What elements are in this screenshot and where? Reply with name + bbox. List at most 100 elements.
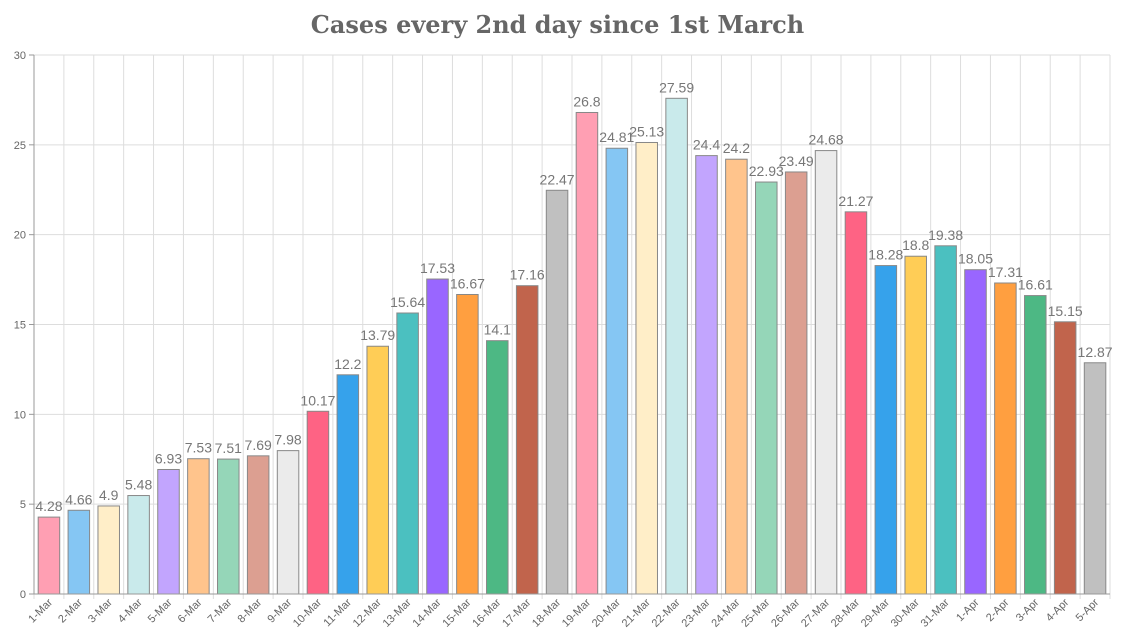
bar-24-Mar[interactable] xyxy=(725,158,748,595)
x-tick-label: 4-Apr xyxy=(1044,596,1072,624)
data-labels: 4.28 4.66 4.9 5.486.937.53 7.51 7.69 7.98 10.17… xyxy=(35,79,1112,514)
data-label: 7.98 xyxy=(274,432,301,448)
bar-12-Mar[interactable] xyxy=(366,345,389,595)
x-tick-label: 6-Mar xyxy=(176,596,205,625)
x-tick-label: 16-Mar xyxy=(470,596,503,629)
x-tick-label: 3-Mar xyxy=(86,596,115,625)
data-label: 6.93 xyxy=(155,450,182,466)
data-label: 17.53 xyxy=(420,260,455,276)
bar-31-Mar[interactable] xyxy=(934,245,957,595)
data-label: 16.67 xyxy=(450,275,485,291)
y-tick-label: 30 xyxy=(14,50,26,62)
x-tick-label: 29-Mar xyxy=(859,596,892,629)
x-tick-label: 26-Mar xyxy=(769,596,802,629)
bar-23-Mar[interactable] xyxy=(695,155,718,595)
x-tick-label: 5-Apr xyxy=(1074,596,1102,624)
data-label: 4.9 xyxy=(99,487,119,503)
bar-4-Mar[interactable] xyxy=(127,495,150,595)
x-tick-label: 4-Mar xyxy=(116,596,145,625)
bar-3-Apr[interactable] xyxy=(1024,295,1047,595)
bar-9-Mar[interactable] xyxy=(276,450,300,595)
bar-16-Mar[interactable] xyxy=(486,340,509,595)
data-label: 21.27 xyxy=(838,193,873,209)
bar-22-Mar[interactable] xyxy=(665,97,688,595)
x-tick-label: 3-Apr xyxy=(1014,596,1042,624)
chart-title: Cases every 2nd day since 1st March xyxy=(310,10,805,39)
bar-2-Mar[interactable] xyxy=(67,509,91,595)
data-label: 23.49 xyxy=(779,153,814,169)
y-tick-label: 20 xyxy=(14,230,26,242)
data-label: 24.68 xyxy=(809,132,844,148)
grid xyxy=(33,54,1111,599)
bar-1-Mar[interactable] xyxy=(37,516,61,595)
bar-29-Mar[interactable] xyxy=(874,265,898,595)
data-label: 4.66 xyxy=(65,491,92,507)
data-label: 18.8 xyxy=(902,237,929,253)
data-label: 22.47 xyxy=(540,171,575,187)
bar-8-Mar[interactable] xyxy=(246,455,270,595)
data-label: 4.28 xyxy=(35,498,62,514)
data-label: 24.81 xyxy=(599,129,634,145)
data-label: 24.4 xyxy=(693,137,720,153)
x-tick-label: 23-Mar xyxy=(679,596,712,629)
bar-14-Mar[interactable] xyxy=(426,278,449,595)
data-label: 7.53 xyxy=(185,440,212,456)
x-tick-label: 15-Mar xyxy=(440,596,473,629)
x-tick-label: 8-Mar xyxy=(235,596,264,625)
bar-11-Mar[interactable] xyxy=(336,374,360,595)
data-label: 16.61 xyxy=(1018,277,1053,293)
data-label: 12.87 xyxy=(1078,344,1113,360)
data-label: 13.79 xyxy=(360,327,395,343)
bar-18-Mar[interactable] xyxy=(545,189,569,595)
bar-1-Apr[interactable] xyxy=(964,269,987,595)
bar-5-Mar[interactable] xyxy=(157,468,180,595)
x-tick-label: 11-Mar xyxy=(321,596,354,629)
bar-26-Mar[interactable] xyxy=(784,171,808,595)
bar-7-Mar[interactable] xyxy=(217,458,240,595)
bar-3-Mar[interactable] xyxy=(97,505,120,595)
bar-15-Mar[interactable] xyxy=(456,293,479,595)
y-tick-label: 25 xyxy=(14,140,26,152)
data-label: 24.2 xyxy=(723,140,750,156)
x-tick-label: 19-Mar xyxy=(560,596,593,629)
x-tick-label: 1-Apr xyxy=(954,596,982,624)
x-tick-label: 12-Mar xyxy=(351,596,384,629)
bar-27-Mar[interactable] xyxy=(814,150,838,595)
bar-30-Mar[interactable] xyxy=(904,255,927,595)
x-tick-label: 27-Mar xyxy=(799,596,832,629)
x-tick-label: 18-Mar xyxy=(530,596,563,629)
data-label: 15.64 xyxy=(390,294,425,310)
bar-20-Mar[interactable] xyxy=(605,147,629,595)
bar-4-Apr[interactable] xyxy=(1053,321,1077,595)
bar-5-Apr[interactable] xyxy=(1083,362,1107,595)
data-label: 14.1 xyxy=(484,322,511,338)
data-label: 7.69 xyxy=(245,437,272,453)
x-tick-label: 2-Mar xyxy=(56,596,85,625)
data-label: 17.16 xyxy=(510,267,545,283)
x-tick-label: 2-Apr xyxy=(984,596,1012,624)
bar-2-Apr[interactable] xyxy=(994,282,1017,595)
bar-10-Mar[interactable] xyxy=(306,410,330,595)
x-tick-label: 30-Mar xyxy=(889,596,922,629)
x-tick-label: 22-Mar xyxy=(650,596,683,629)
bar-6-Mar[interactable] xyxy=(187,458,210,595)
y-tick-label: 15 xyxy=(14,320,26,332)
data-label: 10.17 xyxy=(300,392,335,408)
y-tick-label: 5 xyxy=(20,499,26,511)
bar-28-Mar[interactable] xyxy=(844,211,868,595)
x-tick-label: 24-Mar xyxy=(709,596,742,629)
bar-21-Mar[interactable] xyxy=(635,141,658,595)
data-label: 7.51 xyxy=(215,440,242,456)
x-tick-label: 10-Mar xyxy=(291,596,324,629)
x-tick-label: 21-Mar xyxy=(620,596,653,629)
x-axis: 1-Mar 2-Mar 3-Mar 4-Mar 5-Mar 6-Mar 7-Mar 8-Mar… xyxy=(26,593,1110,630)
bar-17-Mar[interactable] xyxy=(515,285,539,595)
data-label: 12.2 xyxy=(334,356,361,372)
bars xyxy=(37,97,1107,595)
bar-25-Mar[interactable] xyxy=(755,181,778,595)
x-tick-label: 5-Mar xyxy=(146,596,175,625)
bar-13-Mar[interactable] xyxy=(396,312,419,595)
bar-19-Mar[interactable] xyxy=(575,111,599,595)
